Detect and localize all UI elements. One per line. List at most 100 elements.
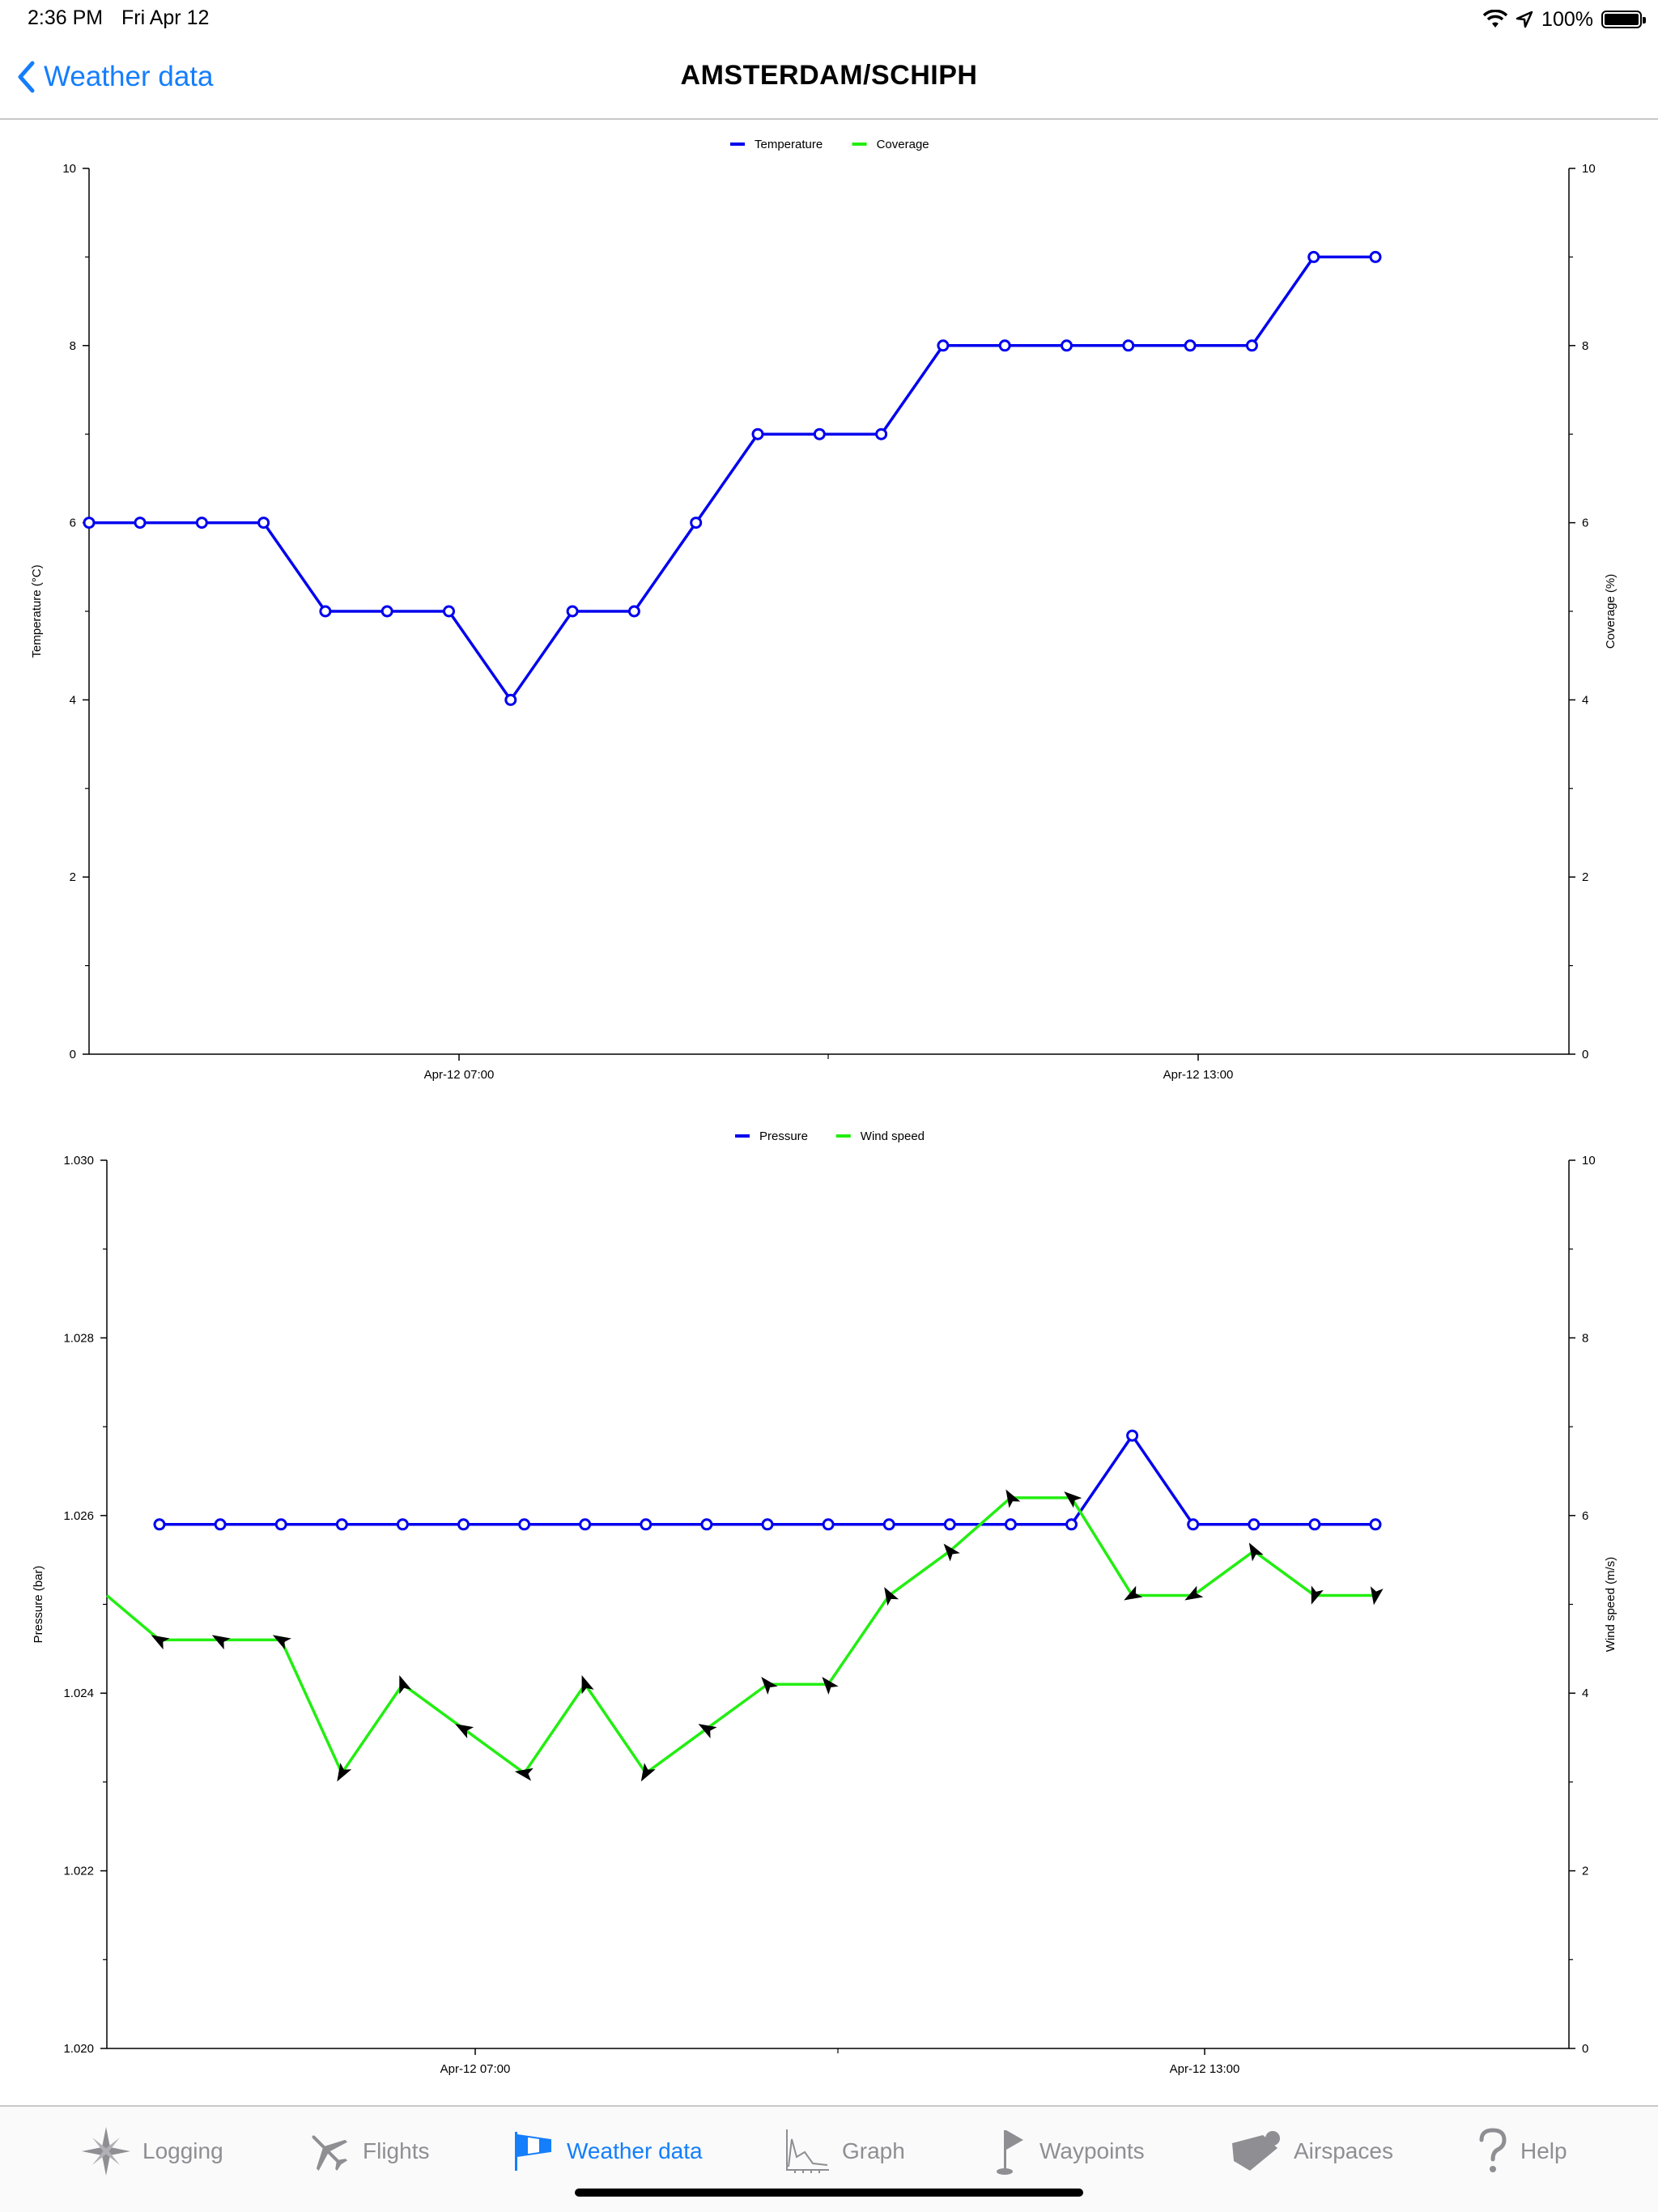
- y-tick-label: 6: [70, 517, 76, 530]
- data-point: [380, 605, 393, 618]
- wind-arrow: [1124, 1585, 1143, 1601]
- data-point: [443, 605, 455, 618]
- data-point: [457, 1518, 470, 1531]
- wind-arrow-head: [943, 1543, 960, 1562]
- tab-logging-label: Logging: [142, 2138, 223, 2163]
- wind-arrow: [1005, 1489, 1021, 1508]
- location-arrow-icon: [1516, 11, 1533, 28]
- wind-arrow-head: [640, 1763, 656, 1782]
- data-point: [214, 1518, 227, 1531]
- y2-tick-label: 10: [1582, 1154, 1596, 1168]
- tab-graph[interactable]: Graph: [784, 2126, 905, 2176]
- wind-arrow-head: [1124, 1585, 1143, 1601]
- data-point: [627, 605, 640, 618]
- wind-arrow-head: [399, 1674, 412, 1695]
- flag-icon: [997, 2130, 1023, 2175]
- wind-arrow: [455, 1724, 474, 1739]
- data-point: [813, 428, 826, 440]
- wind-arrow: [698, 1724, 717, 1739]
- wind-arrow-head: [761, 1677, 778, 1695]
- wind-arrow-head: [514, 1767, 534, 1781]
- wind-arrow: [884, 1587, 899, 1606]
- y-tick-label: 1.020: [63, 2042, 94, 2056]
- series-line: [105, 1496, 1375, 1775]
- tab-logging[interactable]: Logging: [81, 2126, 223, 2176]
- wind-arrow: [1184, 1585, 1204, 1601]
- y-axis-title: Pressure (bar): [32, 1566, 45, 1644]
- y-tick-label: 1.024: [63, 1687, 94, 1700]
- series-line: [89, 255, 1375, 702]
- wind-arrow-head: [884, 1587, 899, 1606]
- tab-weather-data[interactable]: Weather data: [513, 2126, 703, 2176]
- navigation-bar: Weather data AMSTERDAM/SCHIPH: [0, 37, 1658, 120]
- graph-icon: [786, 2129, 829, 2173]
- battery-percent: 100%: [1541, 7, 1593, 31]
- data-point: [1308, 1518, 1321, 1531]
- battery-icon: [1601, 11, 1646, 28]
- data-point: [566, 605, 579, 618]
- status-time: 2:36 PM: [28, 6, 104, 29]
- data-point: [274, 1518, 287, 1531]
- data-point: [1122, 339, 1135, 352]
- data-point: [1248, 1518, 1261, 1531]
- tab-help-label: Help: [1520, 2138, 1567, 2163]
- y-tick-label: 1.026: [63, 1509, 94, 1523]
- tab-airspaces[interactable]: Airspaces: [1231, 2126, 1393, 2176]
- wind-arrow-head: [455, 1724, 474, 1739]
- wind-arrow: [1248, 1542, 1264, 1562]
- x-tick-label: Apr-12 13:00: [1163, 1068, 1234, 1082]
- home-indicator: [575, 2189, 1083, 2197]
- data-point: [700, 1518, 713, 1531]
- wind-arrow: [211, 1635, 231, 1650]
- wind-arrow: [272, 1635, 291, 1650]
- data-point: [1187, 1518, 1200, 1531]
- wind-arrow-head: [1370, 1586, 1384, 1606]
- data-point: [882, 1518, 895, 1531]
- wind-arrow: [581, 1674, 594, 1695]
- data-point: [1369, 1518, 1382, 1531]
- data-point: [319, 605, 332, 618]
- tab-help[interactable]: Help: [1477, 2126, 1567, 2176]
- wind-arrow: [640, 1763, 656, 1782]
- data-point: [1061, 339, 1073, 352]
- data-point: [875, 428, 888, 440]
- data-point: [822, 1518, 835, 1531]
- wind-arrow: [399, 1674, 412, 1695]
- data-point: [943, 1518, 956, 1531]
- y2-axis-title: Coverage (%): [1604, 574, 1618, 649]
- wind-arrow: [1311, 1585, 1324, 1605]
- wind-arrow-head: [1064, 1491, 1082, 1508]
- airplane-icon: [312, 2135, 348, 2172]
- back-button[interactable]: Weather data: [16, 57, 214, 97]
- y2-tick-label: 0: [1582, 2042, 1588, 2056]
- legend-label: Coverage: [877, 138, 929, 151]
- y2-tick-label: 4: [1582, 1687, 1588, 1700]
- chevron-left-icon: [18, 61, 35, 93]
- y-axis-title: Temperature (°C): [30, 564, 44, 657]
- wind-arrow: [514, 1767, 534, 1781]
- data-point: [153, 1518, 166, 1531]
- question-icon: [1479, 2128, 1507, 2172]
- x-tick-label: Apr-12 07:00: [440, 2062, 511, 2076]
- y-tick-label: 1.030: [63, 1154, 94, 1168]
- tab-graph-label: Graph: [842, 2138, 905, 2163]
- legend-label: Temperature: [755, 138, 823, 151]
- y-tick-label: 1.022: [63, 1865, 94, 1878]
- windsock-icon: [515, 2132, 551, 2171]
- y2-axis-title: Wind speed (m/s): [1604, 1557, 1618, 1653]
- tab-flights-label: Flights: [363, 2138, 430, 2163]
- wind-arrow: [1370, 1586, 1384, 1606]
- tab-waypoints[interactable]: Waypoints: [996, 2126, 1145, 2176]
- data-point: [640, 1518, 653, 1531]
- wind-arrow: [822, 1677, 839, 1695]
- y-tick-label: 0: [70, 1048, 76, 1061]
- wind-arrow-head: [822, 1677, 839, 1695]
- tab-weather-data-label: Weather data: [567, 2138, 703, 2163]
- data-point: [579, 1518, 592, 1531]
- tab-flights[interactable]: Flights: [304, 2126, 429, 2176]
- data-point: [761, 1518, 774, 1531]
- y-tick-label: 2: [70, 870, 76, 884]
- legend-label: Wind speed: [861, 1129, 925, 1143]
- status-date: Fri Apr 12: [121, 6, 210, 29]
- back-label: Weather data: [44, 61, 214, 92]
